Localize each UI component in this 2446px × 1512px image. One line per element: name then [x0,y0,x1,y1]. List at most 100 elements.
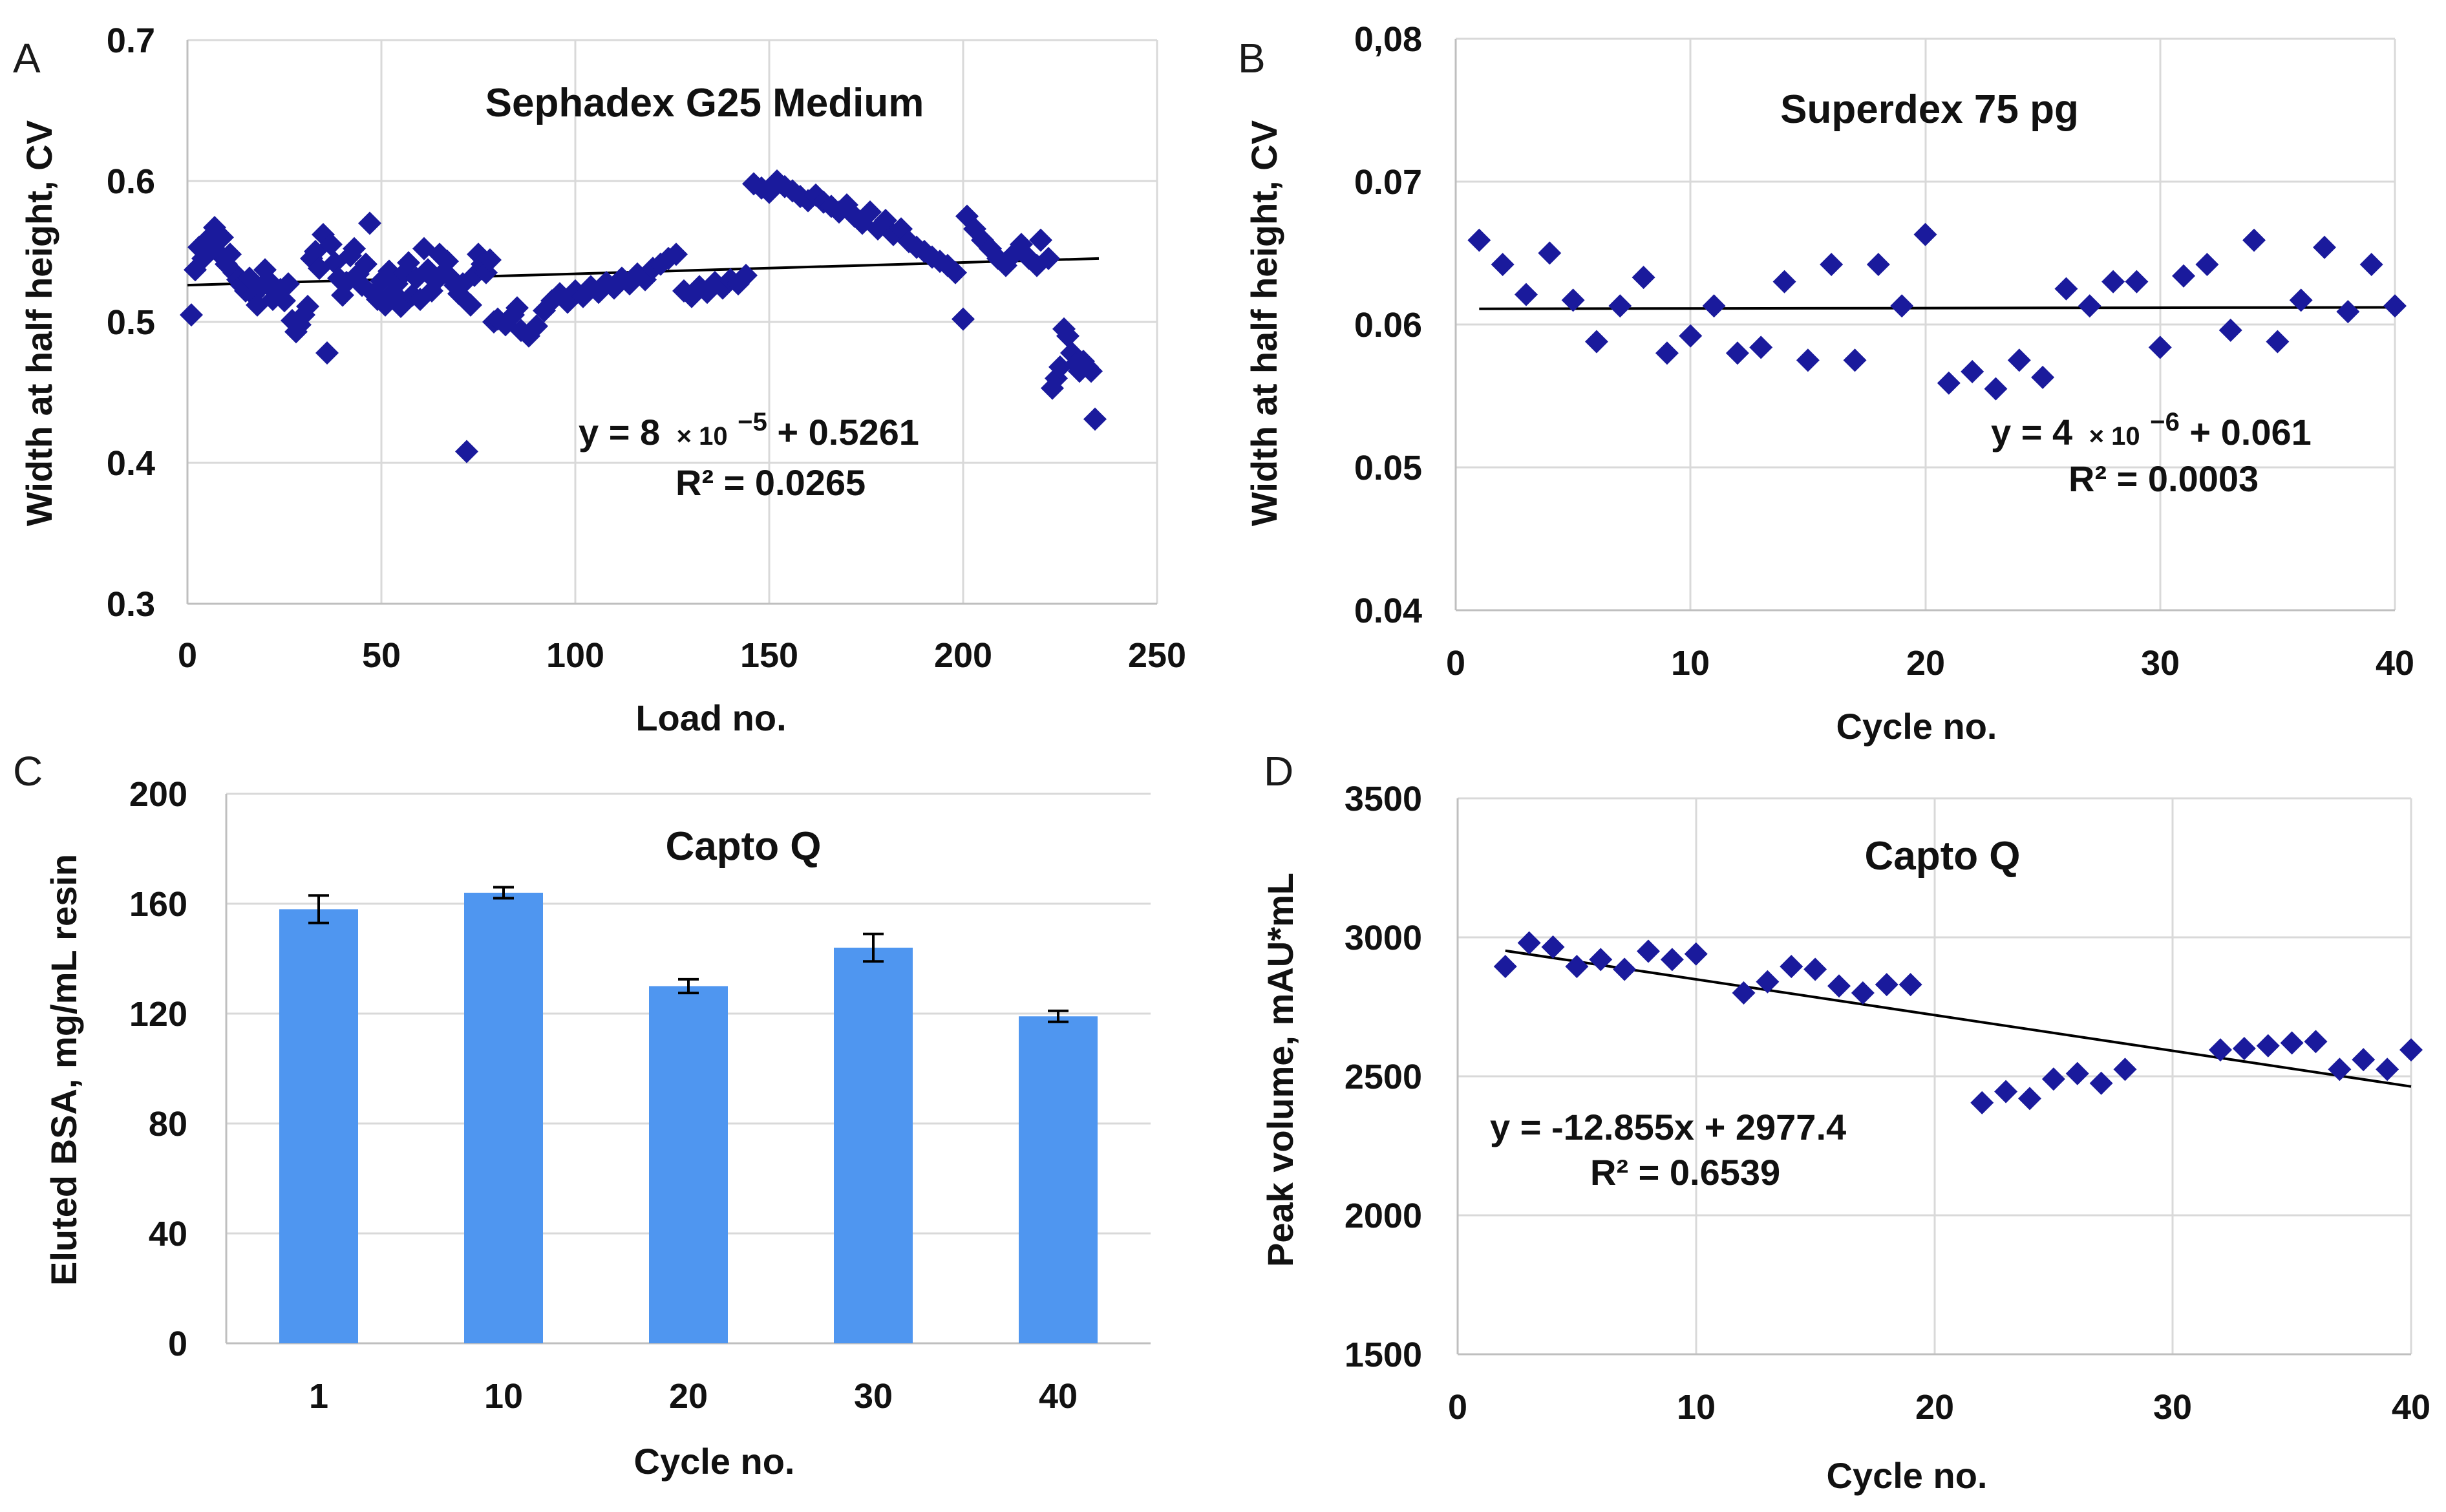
panel-b-data-point [1514,282,1538,306]
panel-a-data-point [1056,324,1079,348]
panel-d-data-point [1565,955,1589,979]
panel-d: D 1500 2000 2500 3000 3500 0 10 20 30 40 [1260,748,2430,1496]
panel-a-ytick-label: 0.3 [107,585,155,624]
panel-c-bar [279,909,358,1343]
panel-b-xtick-label: 40 [2376,644,2414,683]
panel-d-data-point [1660,948,1684,972]
panel-b-data-point [2148,335,2172,359]
panel-d-data-point [2018,1087,2041,1111]
panel-d-letter: D [1264,748,1293,794]
panel-b-data-point [2101,270,2125,293]
panel-d-data-point [2113,1058,2137,1081]
panel-a-data-point [944,261,967,284]
panel-d-data-point [2041,1067,2065,1091]
panel-a-data-point [952,307,975,331]
panel-c-bar [649,986,728,1343]
panel-d-ytick-label: 1500 [1345,1336,1422,1374]
panel-b-data-point [1538,241,1562,265]
panel-b-data-point [2313,235,2337,259]
panel-a-ytick-label: 0.6 [107,162,155,201]
panel-a-xtick-label: 0 [178,636,197,675]
panel-a-data-point [315,341,339,365]
panel-b-data-point [2054,277,2078,301]
panel-b-letter: B [1238,35,1266,81]
panel-b-data-point [2078,294,2101,318]
panel-b-data-point [1679,324,1703,348]
panel-b-data-point [1961,359,1984,383]
panel-c: C 0 40 80 120 160 200 1 10 20 30 40 Capt… [13,748,1151,1482]
panel-c-category-label: 10 [484,1377,523,1416]
panel-d-r2: R² = 0.6539 [1590,1152,1780,1193]
panel-b-data-point [1584,330,1608,354]
panel-b-data-point [2031,365,2055,389]
panel-d-data-point [1493,955,1517,979]
panel-d-equation: y = -12.855x + 2977.4 [1490,1107,1846,1147]
panel-a-ytick-labels: 0.3 0.4 0.5 0.6 0.7 [107,21,155,624]
panel-b-grid [1456,37,2396,610]
panel-c-bar [1019,1016,1098,1343]
panel-b-x-title: Cycle no. [1836,706,1997,747]
panel-d-x-title: Cycle no. [1827,1455,1988,1496]
panel-d-data-point [2209,1038,2232,1062]
panel-d-data-point [1780,955,1803,979]
panel-d-data-point [1613,957,1637,981]
panel-c-ytick-label: 120 [129,995,187,1034]
panel-a-xtick-labels: 0 50 100 150 200 250 [178,636,1186,675]
panel-d-data-point [2232,1037,2256,1060]
panel-d-data-point [2065,1061,2089,1085]
panel-b-data-point [2195,253,2219,277]
panel-c-ytick-label: 160 [129,885,187,924]
panel-a-xtick-label: 200 [934,636,992,675]
panel-b-data-point [2172,264,2196,288]
panel-a: A 0.3 0.4 0.5 0.6 0.7 0 50 100 150 200 [13,21,1186,738]
panel-a-r2: R² = 0.0265 [675,462,866,503]
panel-c-bar [834,948,913,1343]
panel-a-y-title: Width at half height, CV [19,120,59,526]
panel-b-ytick-labels: 0.04 0.05 0.06 0.07 0,08 [1354,20,1422,630]
panel-a-equation: y = 8 × 10 −5 + 0.5261 [579,398,919,453]
panel-b-xtick-label: 0 [1446,644,1465,683]
panel-b-data-point [1843,348,1867,372]
panel-b-data-point [1984,377,2008,401]
panel-a-ytick-label: 0.7 [107,21,155,60]
panel-b-data-point [1632,266,1655,290]
panel-d-data-point [2256,1034,2280,1058]
panel-c-bar [464,893,543,1343]
panel-b-data-point [1937,371,1961,395]
panel-a-data-point [1048,355,1072,379]
panel-d-ytick-label: 3500 [1345,780,1422,818]
panel-d-data-point [1803,957,1827,981]
panel-c-ytick-label: 40 [149,1215,187,1253]
panel-c-category-label: 1 [309,1377,328,1416]
panel-d-data-point [2399,1038,2423,1062]
panel-b-data-point [1749,335,1773,359]
panel-d-xtick-labels: 0 10 20 30 40 [1448,1388,2430,1427]
panel-a-xtick-label: 100 [546,636,604,675]
panel-c-ytick-label: 80 [149,1105,187,1144]
panel-d-data-point [1970,1091,1994,1114]
panel-b-data-point [1913,222,1937,246]
panel-a-eq-suffix: + 0.5261 [777,412,919,453]
panel-d-data-point [1684,942,1708,966]
panel-b-data-point [1796,348,1820,372]
panel-d-y-title: Peak volume, mAU*mL [1260,873,1301,1267]
panel-c-x-title: Cycle no. [634,1441,795,1482]
panel-b-title: Superdex 75 pg [1780,87,2079,132]
panel-d-data-point [2328,1058,2352,1081]
panel-b-trendline [1479,306,2396,310]
panel-a-data-point [211,226,234,250]
panel-c-category-label: 40 [1039,1377,1078,1416]
panel-b-ytick-label: 0.04 [1354,591,1422,630]
panel-b-data-point [2242,228,2266,252]
panel-d-data-point [2089,1071,2113,1095]
panel-d-data-point [1541,935,1565,959]
panel-d-data-point [1898,973,1922,997]
panel-a-points [180,169,1107,463]
panel-b-data-point [1561,288,1585,312]
panel-b-data-point [1890,294,1914,318]
panel-c-category-label: 20 [669,1377,708,1416]
panel-c-ytick-label: 200 [129,775,187,814]
panel-a-x-title: Load no. [635,697,786,738]
panel-b-ytick-label: 0.06 [1354,306,1422,345]
panel-d-data-point [1756,970,1780,994]
